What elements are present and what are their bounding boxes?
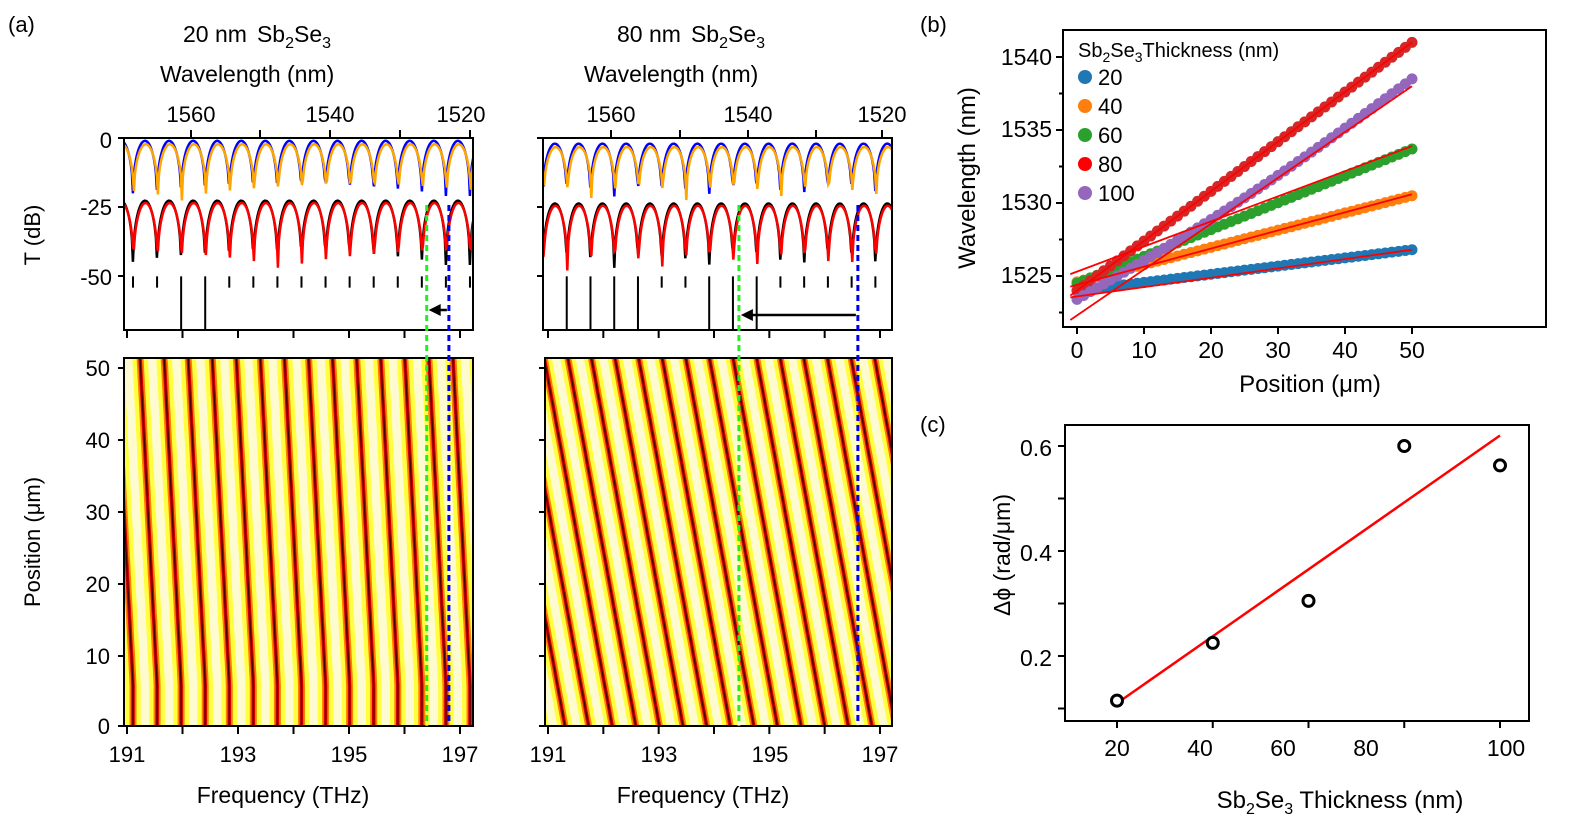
b-legend-item: 60 [1098,123,1122,148]
svg-text:1560: 1560 [587,102,636,127]
panel-label-c: (c) [920,412,946,437]
b-legend-title: Sb2Se3Thickness (nm) [1078,40,1279,65]
a-left-wavelength-label: Wavelength (nm) [160,61,334,87]
svg-text:1530: 1530 [1001,189,1052,215]
svg-text:197: 197 [442,742,479,767]
svg-text:195: 195 [331,742,368,767]
svg-text:1520: 1520 [858,102,907,127]
c-ylabel: Δϕ (rad/μm) [989,494,1015,616]
svg-text:40: 40 [86,428,110,453]
svg-text:1535: 1535 [1001,116,1052,142]
c-frame [1064,424,1530,722]
a-left-heatmap [124,358,473,726]
svg-text:60: 60 [1270,735,1296,761]
panel-label-a: (a) [8,12,35,37]
svg-text:40: 40 [1332,337,1358,363]
svg-text:100: 100 [1487,735,1525,761]
svg-text:Sb2Se3 Thickness (nm): Sb2Se3 Thickness (nm) [1217,787,1464,818]
c-yticks: 0.6 0.4 0.2 [1020,435,1052,671]
a-left-title: 20 nm Sb2Se3 [183,21,331,52]
c-tick-marks [1058,445,1501,728]
svg-text:0.2: 0.2 [1020,645,1052,671]
svg-text:191: 191 [109,742,146,767]
a-right-xlabel: Frequency (THz) [617,782,790,808]
a-right-top-xticks: 1560 1540 1520 [587,102,907,127]
b-xlabel: Position (μm) [1239,371,1381,398]
a-right-wavelength-label: Wavelength (nm) [584,61,758,87]
a-left-xlabel: Frequency (THz) [197,782,370,808]
a-left-top-xticks: 1560 1540 1520 [167,102,486,127]
a-left-heatmap-frame [123,357,474,727]
svg-text:193: 193 [641,742,678,767]
svg-text:191: 191 [530,742,567,767]
a-right-title: 80 nm Sb2Se3 [617,21,765,52]
a-right-heatmap-frame [544,357,893,727]
a-right-transmission-curves [543,142,892,330]
svg-text:1540: 1540 [1001,44,1052,70]
svg-text:0: 0 [98,714,110,739]
b-frame [1062,29,1547,328]
svg-text:193: 193 [220,742,257,767]
svg-text:-50: -50 [80,265,112,290]
b-legend-item: 80 [1098,152,1122,177]
b-yticks: 1540 1535 1530 1525 [1001,44,1052,288]
svg-text:20: 20 [1104,735,1130,761]
b-ylabel: Wavelength (nm) [954,87,981,269]
b-legend-item: 20 [1098,65,1122,90]
svg-text:80: 80 [1353,735,1379,761]
b-xticks: 0 10 20 30 40 50 [1071,337,1425,363]
svg-text:1540: 1540 [306,102,355,127]
panel-label-b: (b) [920,12,947,37]
a-left-yticks-top: 0 -25 -50 [80,128,112,290]
a-left-xticks: 191 193 195 197 [109,742,479,767]
svg-text:197: 197 [862,742,899,767]
svg-text:20: 20 [86,572,110,597]
a-left-yticks-heat: 50 40 30 20 10 0 [86,356,110,739]
svg-text:1540: 1540 [724,102,773,127]
shift-guides [425,205,860,726]
svg-text:30: 30 [86,500,110,525]
svg-text:0: 0 [100,128,112,153]
a-right-xticks: 191 193 195 197 [530,742,899,767]
svg-text:0.6: 0.6 [1020,435,1052,461]
a-right-heatmap [545,358,892,726]
b-scatter-series [1069,36,1418,321]
svg-text:10: 10 [86,644,110,669]
svg-text:1525: 1525 [1001,262,1052,288]
a-left-top-frame [123,137,474,331]
b-tick-marks [1056,56,1413,334]
b-legend-item: 40 [1098,94,1122,119]
a-left-transmission-curves [124,139,473,330]
svg-text:-25: -25 [80,195,112,220]
b-legend-item: 100 [1098,181,1135,206]
a-right-top-frame [542,137,893,331]
c-xlabel: Sb2Se3 Thickness (nm) [1217,787,1464,818]
svg-text:30: 30 [1265,337,1291,363]
svg-text:40: 40 [1187,735,1213,761]
svg-text:0: 0 [1071,337,1084,363]
c-xticks: 20 40 60 80 100 [1104,735,1525,761]
svg-text:10: 10 [1131,337,1157,363]
svg-text:1560: 1560 [167,102,216,127]
svg-text:50: 50 [1399,337,1425,363]
svg-text:0.4: 0.4 [1020,540,1052,566]
a-left-ylabel-heat: Position (μm) [20,477,45,607]
a-left-ylabel-top: T (dB) [20,205,45,266]
svg-text:20: 20 [1198,337,1224,363]
c-scatter [1110,434,1507,708]
svg-text:1520: 1520 [437,102,486,127]
b-legend: Sb2Se3Thickness (nm) 20 40 60 80 100 [1078,40,1279,206]
svg-text:50: 50 [86,356,110,381]
svg-text:195: 195 [752,742,789,767]
